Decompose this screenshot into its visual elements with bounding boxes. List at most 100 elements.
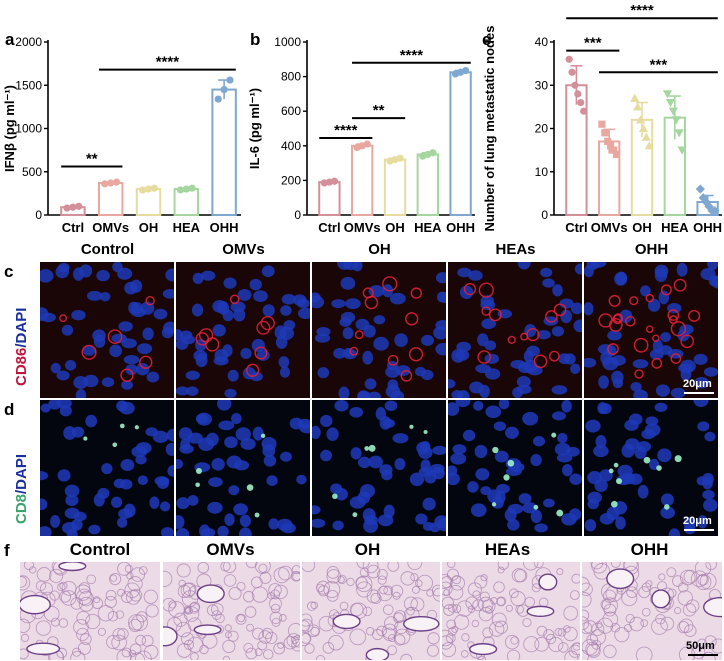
nucleus <box>331 299 346 309</box>
nucleus <box>120 458 135 471</box>
nucleus <box>504 426 519 439</box>
cd8-signal <box>656 465 662 471</box>
alveolus <box>400 571 415 586</box>
alveolus <box>407 562 423 571</box>
histology-texture <box>20 562 159 660</box>
alveolus <box>426 644 440 657</box>
alveolus <box>20 633 30 643</box>
cd86-signal <box>670 353 682 364</box>
alveolus <box>572 642 580 651</box>
nucleus <box>440 291 446 304</box>
alveolus <box>442 596 455 610</box>
nucleus <box>481 318 496 329</box>
panel-letter-c: c <box>4 262 14 281</box>
data-point <box>577 98 585 107</box>
alveolus <box>269 611 283 624</box>
alveolus <box>23 562 35 571</box>
stain-d-marker: CD8 <box>13 493 30 524</box>
nucleus <box>40 526 52 536</box>
nucleus <box>368 455 383 469</box>
chart-e: 0 10 20 30 40 Number of lung metastatic nodes… <box>482 2 722 235</box>
alveolus <box>697 638 708 649</box>
alveolus <box>362 562 379 574</box>
data-point <box>363 140 371 148</box>
alveolus <box>416 574 433 592</box>
alveolus <box>210 602 224 616</box>
alveolus <box>111 634 128 651</box>
alveolus <box>485 605 494 615</box>
alveolus <box>478 596 494 613</box>
alveolus <box>582 609 590 622</box>
nucleus <box>296 474 307 485</box>
alveolus <box>73 619 89 635</box>
alveolus <box>451 625 459 633</box>
alveolus <box>522 562 539 571</box>
data-point <box>429 149 437 157</box>
row-d-image-4 <box>584 400 718 536</box>
significance-label: **** <box>334 122 358 139</box>
cd86-signal <box>688 309 701 322</box>
data-point <box>220 85 228 94</box>
nucleus <box>207 501 223 514</box>
nucleus <box>116 400 128 412</box>
cd86-signal <box>651 358 663 369</box>
nucleus <box>584 265 594 278</box>
row-d-image-1 <box>176 400 310 536</box>
nucleus <box>206 432 219 447</box>
data-point <box>710 206 720 216</box>
histology-texture <box>582 562 722 660</box>
nucleus <box>595 435 607 449</box>
alveolus <box>447 562 456 569</box>
data-point <box>574 90 582 98</box>
alveolus <box>302 632 311 647</box>
cd86-signal <box>670 321 687 337</box>
bronchiole <box>526 605 555 618</box>
nucleus <box>493 421 506 431</box>
alveolus <box>591 639 602 650</box>
nucleus <box>516 376 531 388</box>
nucleus <box>200 270 216 281</box>
y-tick-label: 1500 <box>15 78 42 92</box>
alveolus <box>86 574 97 585</box>
nucleus <box>213 356 229 366</box>
nucleus <box>468 270 483 281</box>
nucleus <box>455 349 470 361</box>
alveolus <box>695 574 712 591</box>
alveolus <box>496 597 506 606</box>
histology-texture <box>442 562 580 660</box>
alveolus <box>514 569 528 583</box>
nucleus <box>338 386 350 398</box>
alveolus <box>509 588 519 599</box>
nucleus <box>125 364 138 376</box>
nucleus <box>239 514 251 528</box>
nucleus <box>654 402 668 412</box>
cd8-signal <box>664 504 670 510</box>
nucleus <box>357 491 371 504</box>
nucleus <box>615 516 626 530</box>
nucleus <box>633 389 648 398</box>
alveolus <box>651 618 668 635</box>
alveolus <box>215 613 225 624</box>
nucleus <box>312 425 321 440</box>
alveolus <box>497 562 510 570</box>
nucleus <box>429 522 441 533</box>
x-tick-label: Ctrl <box>62 220 84 235</box>
nucleus <box>484 368 501 380</box>
nucleus <box>227 369 239 382</box>
cd86-signal <box>645 293 654 303</box>
stain-label-d: CD8/DAPI <box>13 454 30 524</box>
alveolus <box>522 617 532 628</box>
cd8-signal <box>332 493 338 500</box>
nucleus <box>280 451 292 462</box>
col-title-control: Control <box>80 241 135 258</box>
alveolus <box>79 633 92 646</box>
nucleus <box>364 515 378 526</box>
alveolus <box>197 562 210 574</box>
data-point <box>63 204 71 212</box>
nucleus <box>373 336 389 351</box>
alveolus <box>145 604 159 618</box>
alveolus <box>250 576 263 589</box>
cd8-signal <box>368 444 376 452</box>
nucleus <box>109 344 122 358</box>
f-title-control: Control <box>69 540 131 559</box>
